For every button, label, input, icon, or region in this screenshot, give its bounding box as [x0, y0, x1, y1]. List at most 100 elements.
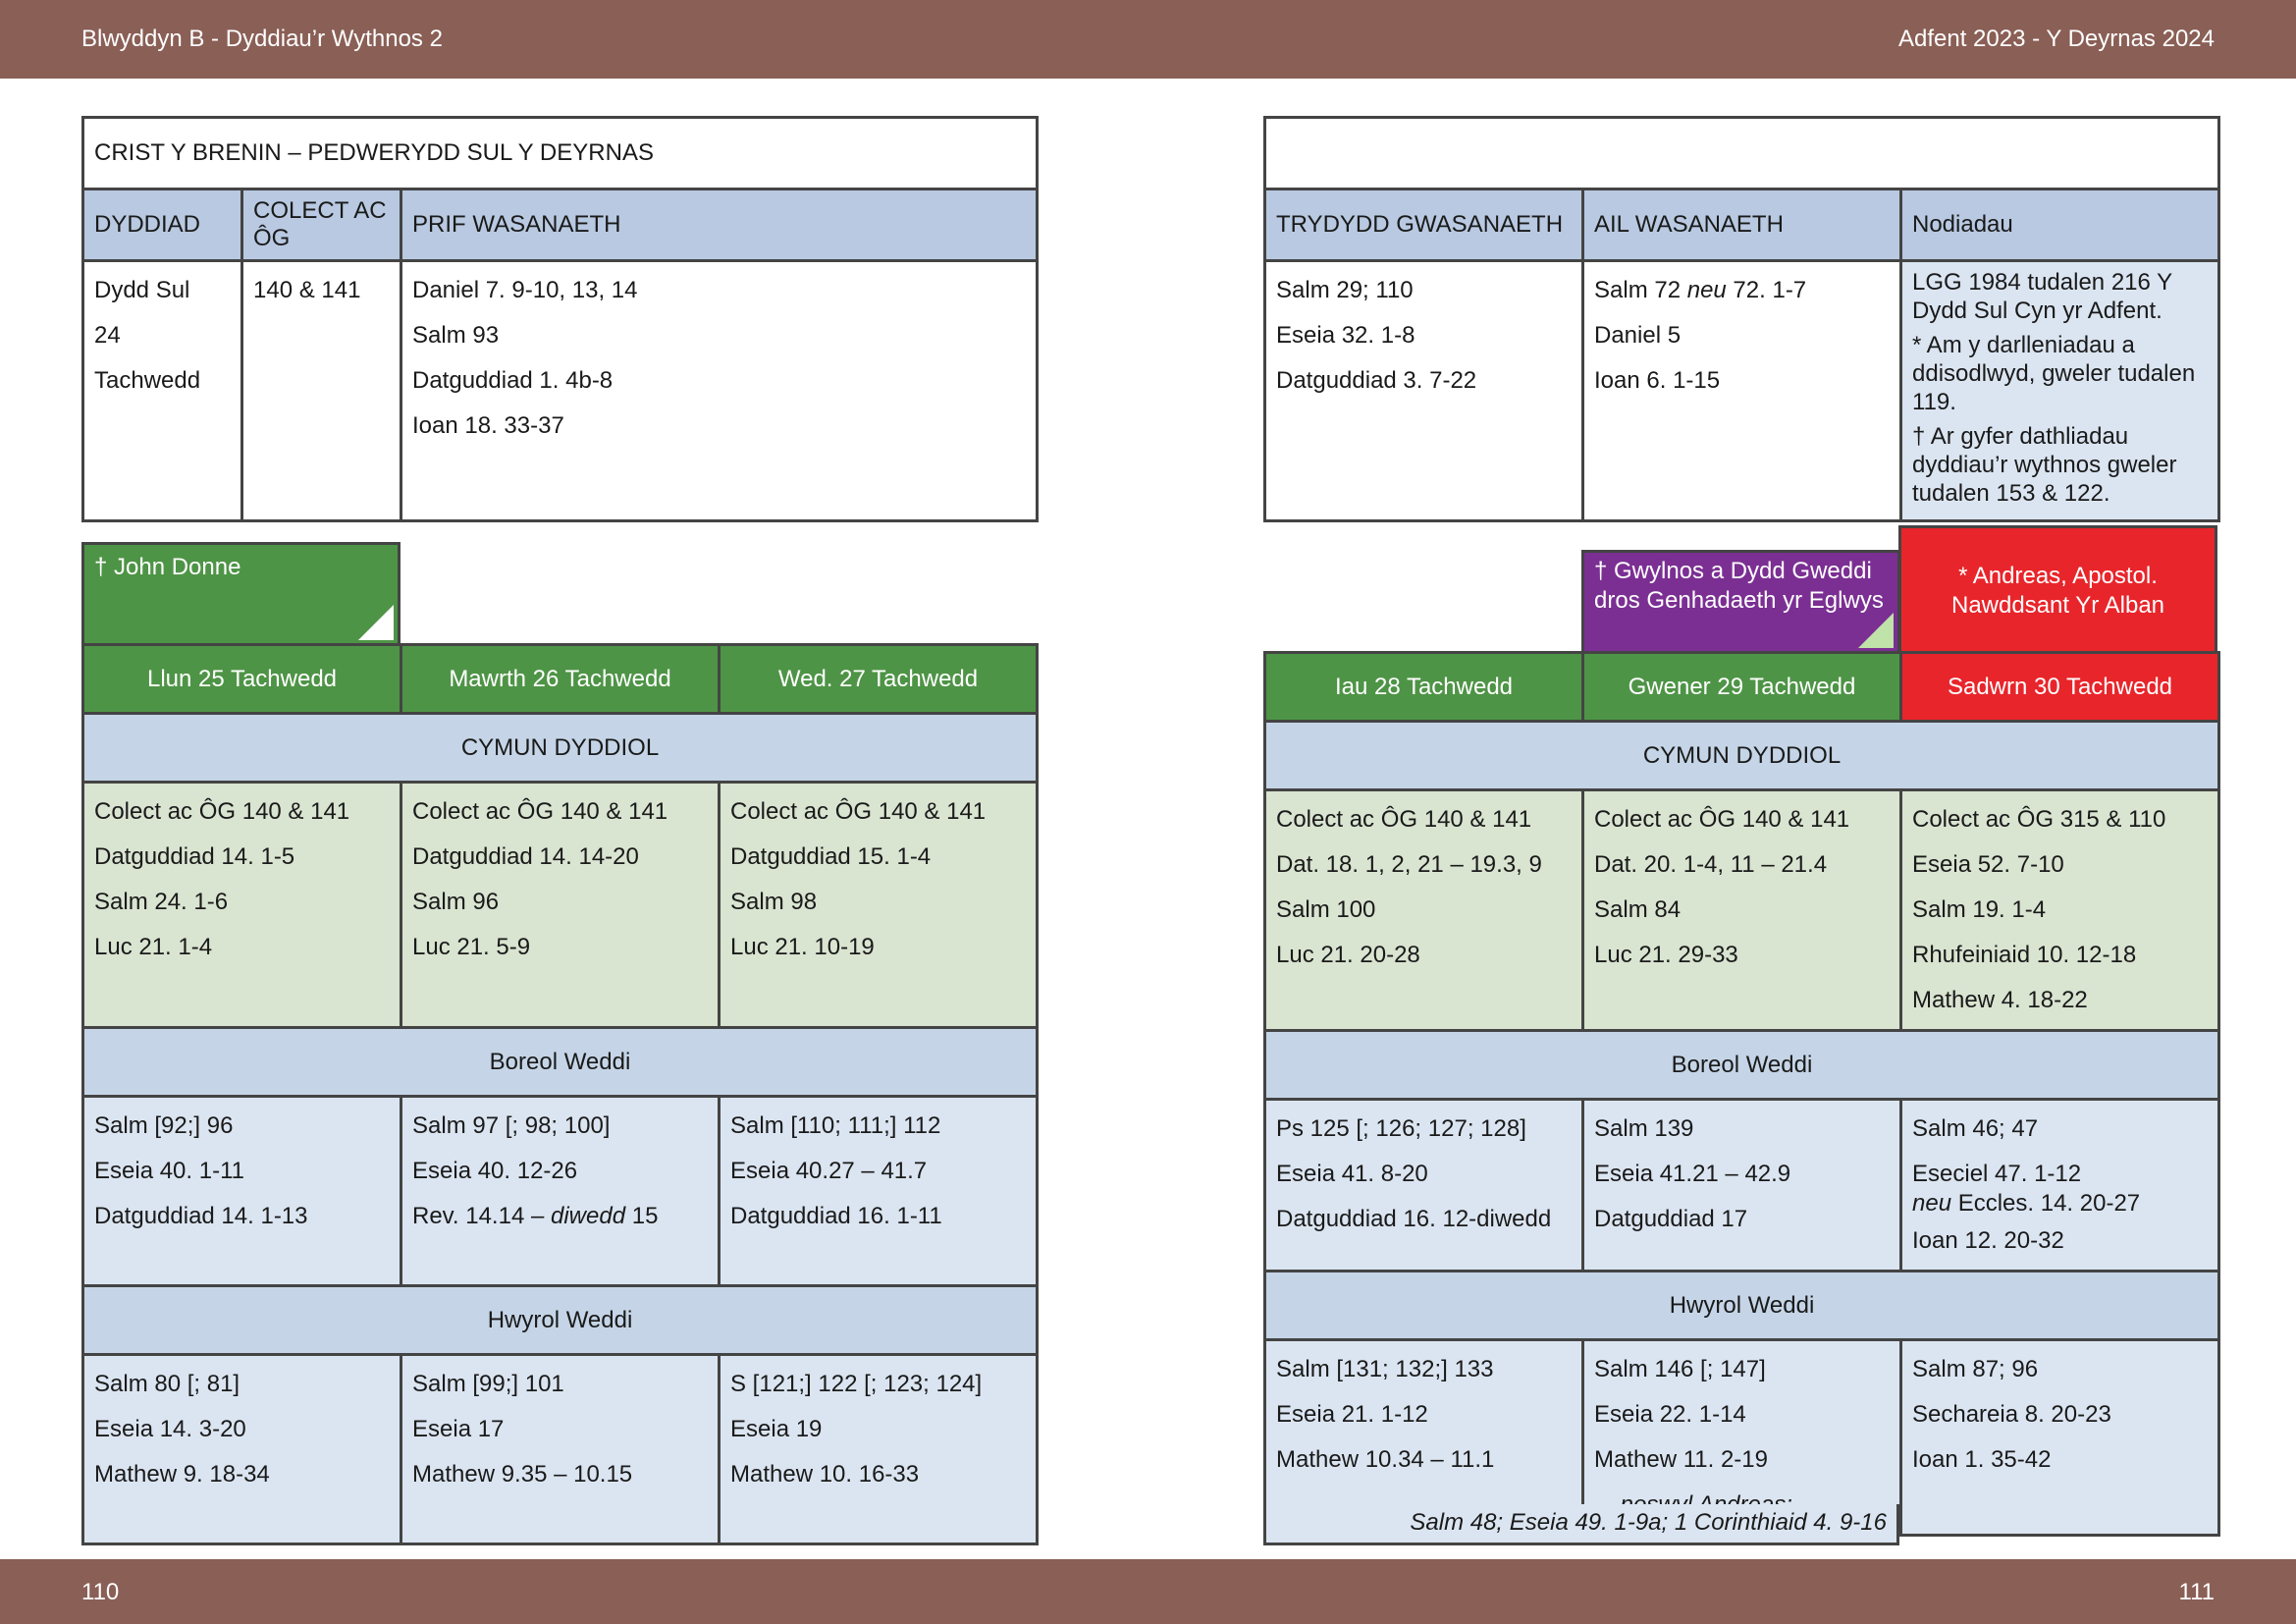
day-header: Sadwrn 30 Tachwedd	[1899, 651, 2220, 723]
reading: Salm 80 [; 81]	[94, 1371, 240, 1397]
reading-diwedd: diwedd	[550, 1203, 626, 1229]
reading: Salm 46; 47	[1912, 1115, 2039, 1142]
reading: Mathew 10. 16-33	[730, 1461, 920, 1488]
reading: neu Eccles. 14. 20-27	[1912, 1189, 2208, 1218]
header-colect: COLECT AC ÔG	[240, 188, 402, 262]
reading: Daniel 7. 9-10, 13, 14	[412, 277, 638, 303]
reading: Datguddiad 14. 1-5	[94, 843, 295, 870]
reading: Eseia 22. 1-14	[1594, 1401, 1746, 1428]
john-donne-flag: † John Donne	[81, 542, 400, 644]
reading-neu: neu	[1686, 277, 1727, 303]
trydydd-cell: Salm 29; 110 Eseia 32. 1-8 Datguddiad 3.…	[1263, 259, 1584, 522]
flag-label: † Gwylnos a Dydd Gweddi dros Genhadaeth …	[1594, 558, 1884, 614]
section-hwyrol: Hwyrol Weddi	[1263, 1270, 2220, 1341]
boreol-cell: Salm [110; 111;] 112 Eseia 40.27 – 41.7 …	[718, 1095, 1039, 1287]
header-ail: AIL WASANAETH	[1581, 188, 1902, 262]
reading: Salm 96	[412, 889, 500, 915]
corner-fold-icon	[1858, 613, 1894, 648]
day-header: Mawrth 26 Tachwedd	[400, 643, 721, 715]
boreol-cell: Ps 125 [; 126; 127; 128] Eseia 41. 8-20 …	[1263, 1098, 1584, 1272]
page-header: Blwyddyn B - Dyddiau’r Wythnos 2 Adfent …	[0, 0, 2296, 79]
reading: Mathew 4. 18-22	[1912, 987, 2088, 1013]
reading: Eseciel 47. 1-12	[1912, 1161, 2082, 1187]
reading: Eseia 40. 12-26	[412, 1158, 578, 1184]
reading: Colect ac ÔG 140 & 141	[412, 798, 668, 825]
reading: Eseia 32. 1-8	[1276, 322, 1415, 349]
reading: Ioan 6. 1-15	[1594, 367, 1721, 394]
reading: Ioan 18. 33-37	[412, 412, 564, 439]
reading: Salm 98	[730, 889, 818, 915]
sunday-right-title-empty	[1262, 116, 2221, 190]
header-nodiadau: Nodiadau	[1898, 188, 2221, 262]
reading: Eseia 19	[730, 1416, 823, 1442]
reading: Salm 24. 1-6	[94, 889, 229, 915]
reading: Datguddiad 17	[1594, 1206, 1748, 1232]
reading: Daniel 5	[1594, 322, 1682, 349]
reading: Rhufeiniaid 10. 12-18	[1912, 942, 2137, 968]
day-header: Llun 25 Tachwedd	[81, 643, 402, 715]
flag-label: † John Donne	[94, 554, 241, 580]
boreol-cell: Salm 97 [; 98; 100] Eseia 40. 12-26 Rev.…	[400, 1095, 721, 1287]
reading: Salm 146 [; 147]	[1594, 1356, 1766, 1382]
reading: Rev. 14.14 – diwedd 15	[412, 1194, 708, 1239]
reading: Mathew 9. 18-34	[94, 1461, 270, 1488]
reading: S [121;] 122 [; 123; 124]	[730, 1371, 983, 1397]
day-header: Iau 28 Tachwedd	[1263, 651, 1584, 723]
header-trydydd: TRYDYDD GWASANAETH	[1263, 188, 1584, 262]
right-week-grid: Iau 28 Tachwedd Gwener 29 Tachwedd Sadwr…	[1263, 651, 2220, 1537]
reading: Colect ac ÔG 140 & 141	[94, 798, 350, 825]
reading: Colect ac ÔG 140 & 141	[1276, 806, 1532, 833]
reading: Luc 21. 5-9	[412, 934, 531, 960]
reading-text: 15	[625, 1203, 659, 1229]
date-line: 24	[94, 322, 121, 349]
eve-readings: Salm 48; Eseia 49. 1-9a; 1 Corinthiaid 4…	[1410, 1509, 1887, 1536]
reading: Mathew 10.34 – 11.1	[1276, 1446, 1495, 1473]
boreol-cell: Salm 139 Eseia 41.21 – 42.9 Datguddiad 1…	[1581, 1098, 1902, 1272]
reading: Salm 29; 110	[1276, 277, 1414, 303]
reading: Salm 93	[412, 322, 500, 349]
reading: Eseia 40.27 – 41.7	[730, 1158, 928, 1184]
reading: Datguddiad 14. 14-20	[412, 843, 639, 870]
hwyrol-cell: Salm [131; 132;] 133 Eseia 21. 1-12 Math…	[1263, 1338, 1584, 1537]
reading: Salm 100	[1276, 896, 1376, 923]
reading: Mathew 9.35 – 10.15	[412, 1461, 633, 1488]
reading: Colect ac ÔG 140 & 141	[1594, 806, 1850, 833]
reading: Salm 72 neu 72. 1-7	[1594, 268, 1890, 313]
reading: Ioan 1. 35-42	[1912, 1446, 2052, 1473]
reading: Salm [92;] 96	[94, 1112, 234, 1139]
sunday-table-right: TRYDYDD GWASANAETH AIL WASANAETH Nodiada…	[1262, 116, 2221, 522]
day-header: Gwener 29 Tachwedd	[1581, 651, 1902, 723]
hwyrol-cell: Salm 146 [; 147] Eseia 22. 1-14 Mathew 1…	[1581, 1338, 1902, 1537]
boreol-cell: Salm [92;] 96 Eseia 40. 1-11 Datguddiad …	[81, 1095, 402, 1287]
reading-neu: neu	[1912, 1190, 1952, 1217]
cymun-cell: Colect ac ÔG 140 & 141 Datguddiad 14. 1-…	[81, 781, 402, 1029]
hwyrol-cell: Salm 87; 96 Sechareia 8. 20-23 Ioan 1. 3…	[1899, 1338, 2220, 1537]
reading: Salm [110; 111;] 112	[730, 1112, 941, 1139]
section-cymun: CYMUN DYDDIOL	[81, 712, 1039, 784]
section-hwyrol: Hwyrol Weddi	[81, 1284, 1039, 1356]
day-header: Wed. 27 Tachwedd	[718, 643, 1039, 715]
reading: Salm 139	[1594, 1115, 1694, 1142]
reading: Eseia 52. 7-10	[1912, 851, 2064, 878]
header-dyddiad: DYDDIAD	[81, 188, 243, 262]
reading: Dat. 18. 1, 2, 21 – 19.3, 9	[1276, 851, 1542, 878]
reading: Salm [99;] 101	[412, 1371, 564, 1397]
flag-label: * Andreas, Apostol. Nawddsant Yr Alban	[1950, 563, 2165, 619]
sunday-date-cell: Dydd Sul 24 Tachwedd	[81, 259, 243, 522]
reading: Eseia 41. 8-20	[1276, 1161, 1428, 1187]
reading: Datguddiad 15. 1-4	[730, 843, 932, 870]
hwyrol-cell: Salm 80 [; 81] Eseia 14. 3-20 Mathew 9. …	[81, 1353, 402, 1545]
note: LGG 1984 tudalen 216 Y Dydd Sul Cyn yr A…	[1912, 269, 2172, 324]
reading-text: Eccles. 14. 20-27	[1951, 1190, 2141, 1217]
page-footer: 110 111	[0, 1559, 2296, 1624]
section-boreol: Boreol Weddi	[81, 1026, 1039, 1098]
reading: Colect ac ÔG 140 & 141	[730, 798, 987, 825]
reading: Sechareia 8. 20-23	[1912, 1401, 2111, 1428]
reading: Luc 21. 20-28	[1276, 942, 1420, 968]
cymun-cell: Colect ac ÔG 140 & 141 Datguddiad 14. 14…	[400, 781, 721, 1029]
reading: Luc 21. 29-33	[1594, 942, 1738, 968]
reading: Datguddiad 14. 1-13	[94, 1203, 308, 1229]
date-line: Dydd Sul	[94, 277, 190, 303]
reading-text: 72. 1-7	[1726, 277, 1807, 303]
page-number-left: 110	[81, 1579, 120, 1605]
